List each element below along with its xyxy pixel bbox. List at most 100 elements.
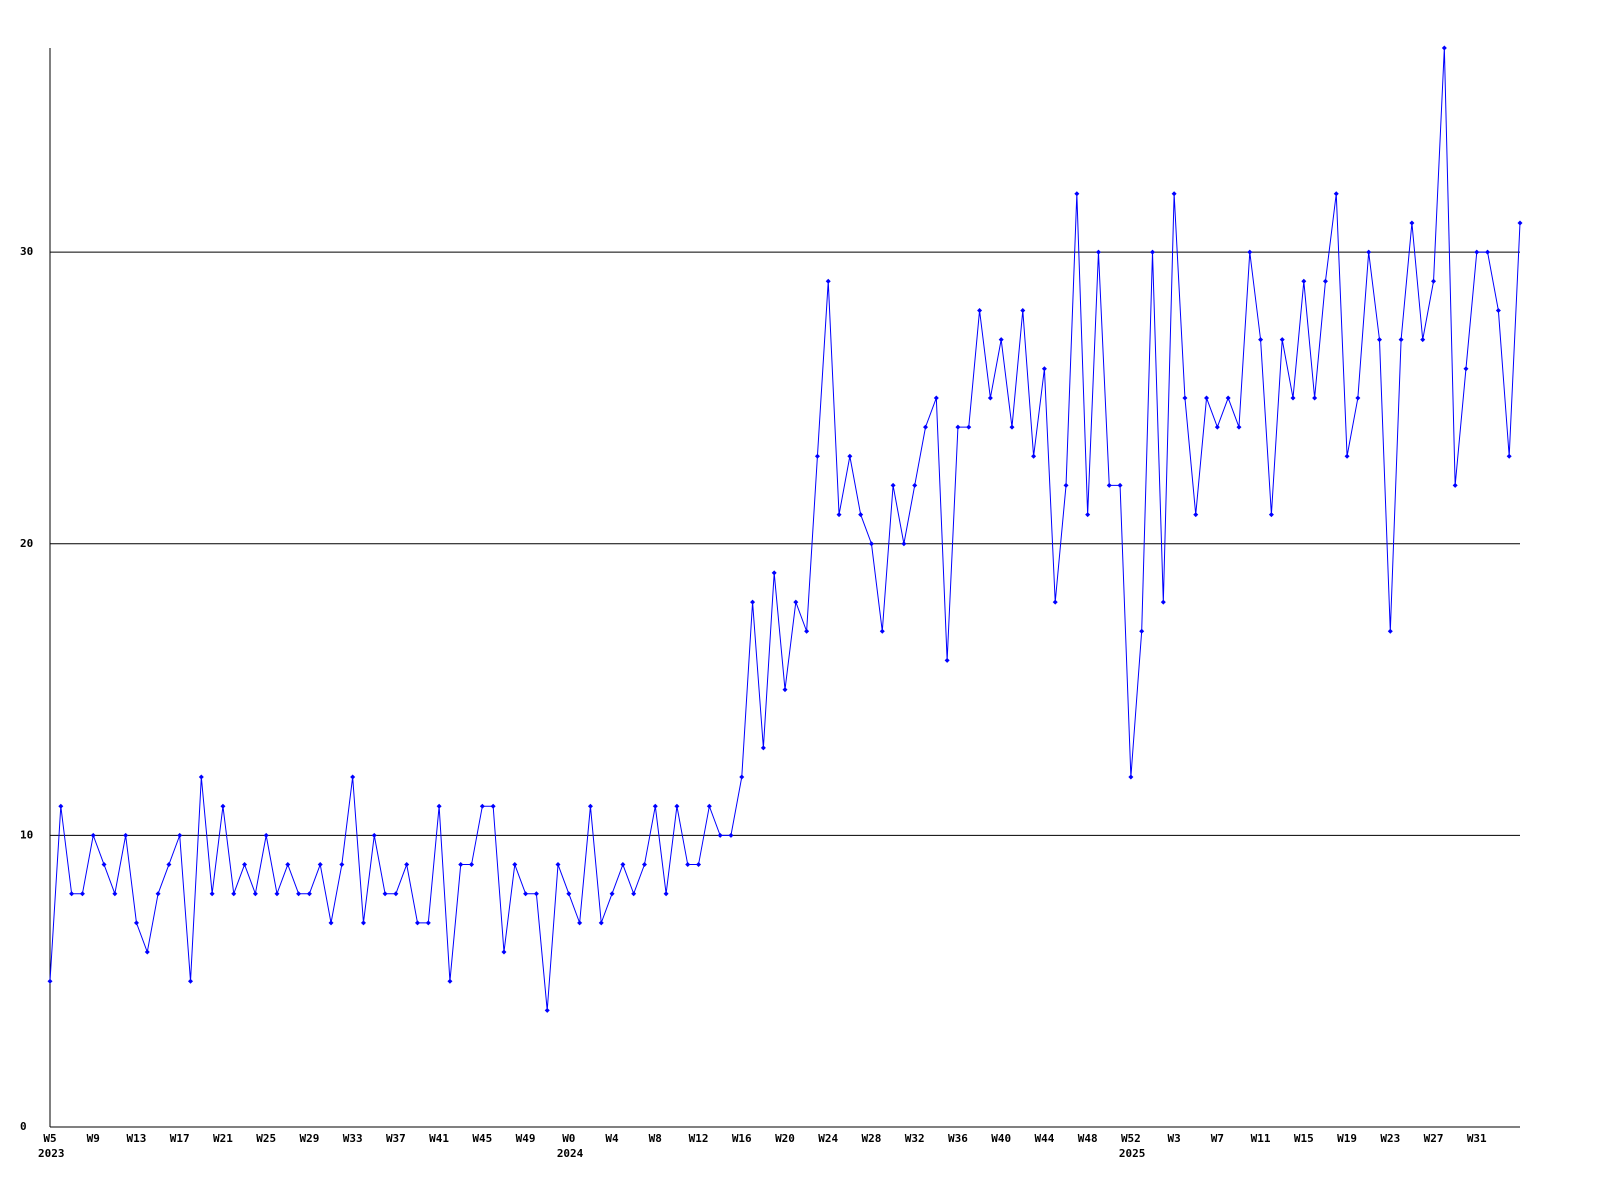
point bbox=[339, 862, 345, 868]
x-tick-label: W3 bbox=[1167, 1132, 1180, 1145]
x-tick-label: W12 bbox=[689, 1132, 709, 1145]
point bbox=[814, 453, 820, 459]
point bbox=[328, 920, 334, 926]
point bbox=[868, 541, 874, 547]
point bbox=[955, 424, 961, 430]
point bbox=[771, 570, 777, 576]
point bbox=[382, 891, 388, 897]
point bbox=[177, 832, 183, 838]
point bbox=[1095, 249, 1101, 255]
point bbox=[1171, 191, 1177, 197]
x-tick-label: W33 bbox=[343, 1132, 363, 1145]
point bbox=[1495, 307, 1501, 313]
point bbox=[1506, 453, 1512, 459]
point bbox=[512, 862, 518, 868]
point bbox=[1214, 424, 1220, 430]
point bbox=[1150, 249, 1155, 255]
point bbox=[1031, 453, 1037, 459]
x-tick-label: W4 bbox=[605, 1132, 619, 1145]
point bbox=[760, 745, 766, 751]
point bbox=[436, 803, 442, 809]
point bbox=[685, 862, 691, 868]
x-tick-label: W41 bbox=[429, 1132, 449, 1145]
point bbox=[360, 920, 366, 926]
point bbox=[1225, 395, 1231, 401]
point bbox=[663, 891, 669, 897]
point bbox=[1117, 482, 1123, 488]
point bbox=[350, 774, 356, 780]
point bbox=[1204, 395, 1210, 401]
point bbox=[155, 891, 161, 897]
point bbox=[306, 891, 312, 897]
point bbox=[1463, 366, 1469, 372]
point bbox=[1431, 278, 1437, 284]
point bbox=[1366, 249, 1372, 255]
year-label: 2023 bbox=[38, 1147, 65, 1160]
point bbox=[188, 978, 194, 984]
point bbox=[609, 891, 615, 897]
x-tick-label: W11 bbox=[1251, 1132, 1271, 1145]
x-tick-label: W25 bbox=[256, 1132, 276, 1145]
point bbox=[544, 1007, 550, 1013]
point bbox=[1322, 278, 1328, 284]
point bbox=[890, 482, 896, 488]
point bbox=[555, 862, 561, 868]
point bbox=[1139, 628, 1145, 634]
point bbox=[944, 657, 950, 663]
point bbox=[242, 862, 248, 868]
y-tick-label: 0 bbox=[20, 1120, 27, 1133]
point bbox=[696, 862, 702, 868]
point bbox=[101, 862, 107, 868]
point bbox=[1085, 512, 1091, 518]
point bbox=[263, 832, 269, 838]
x-tick-label: W32 bbox=[905, 1132, 925, 1145]
point bbox=[198, 774, 204, 780]
point bbox=[674, 803, 680, 809]
y-tick-label: 30 bbox=[20, 245, 33, 258]
point bbox=[987, 395, 993, 401]
point bbox=[1301, 278, 1307, 284]
point bbox=[469, 862, 475, 868]
point bbox=[933, 395, 939, 401]
point bbox=[1063, 482, 1069, 488]
point bbox=[69, 891, 75, 897]
x-tick-label: W44 bbox=[1034, 1132, 1054, 1145]
point bbox=[58, 803, 64, 809]
x-tick-label: W9 bbox=[87, 1132, 100, 1145]
point bbox=[533, 891, 539, 897]
x-tick-label: W24 bbox=[818, 1132, 838, 1145]
point bbox=[1441, 45, 1447, 51]
point bbox=[133, 920, 139, 926]
x-tick-label: W0 bbox=[562, 1132, 575, 1145]
point bbox=[1474, 249, 1480, 255]
point bbox=[371, 832, 377, 838]
point bbox=[641, 862, 647, 868]
point bbox=[90, 832, 96, 838]
point bbox=[479, 803, 485, 809]
y-tick-label: 10 bbox=[20, 828, 33, 841]
x-tick-label: W27 bbox=[1424, 1132, 1444, 1145]
point bbox=[1182, 395, 1188, 401]
point bbox=[782, 687, 788, 693]
x-tick-label: W52 bbox=[1121, 1132, 1141, 1145]
x-tick-label: W16 bbox=[732, 1132, 752, 1145]
point bbox=[425, 920, 431, 926]
x-tick-label: W40 bbox=[991, 1132, 1011, 1145]
point bbox=[415, 920, 420, 926]
x-tick-label: W13 bbox=[127, 1132, 147, 1145]
point bbox=[1344, 453, 1350, 459]
x-tick-label: W48 bbox=[1078, 1132, 1098, 1145]
series-line bbox=[49, 47, 1521, 1011]
point bbox=[1052, 599, 1058, 605]
point bbox=[1333, 191, 1339, 197]
point bbox=[923, 424, 929, 430]
point bbox=[252, 891, 258, 897]
point bbox=[706, 803, 712, 809]
year-label: 2025 bbox=[1119, 1147, 1146, 1160]
point bbox=[1236, 424, 1242, 430]
point bbox=[47, 978, 53, 984]
point bbox=[458, 862, 464, 868]
point bbox=[577, 920, 583, 926]
point bbox=[566, 891, 572, 897]
